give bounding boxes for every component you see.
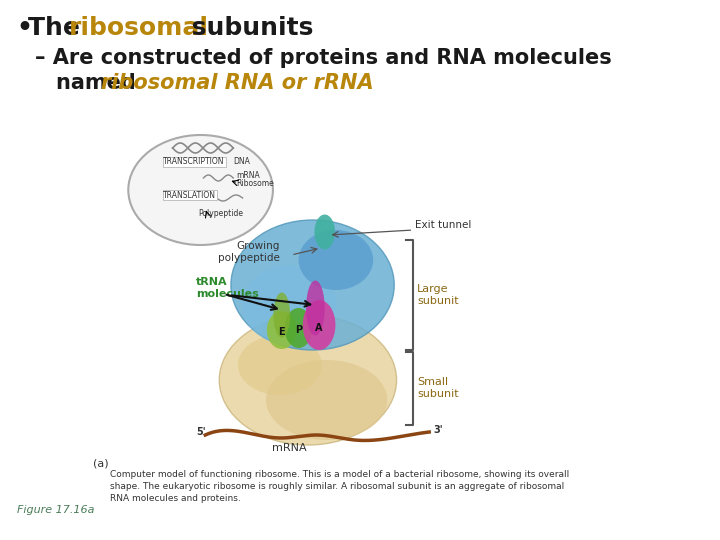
Ellipse shape: [284, 308, 312, 348]
Ellipse shape: [238, 335, 322, 395]
Ellipse shape: [306, 280, 325, 335]
Text: subunits: subunits: [183, 16, 313, 40]
Text: tRNA
molecules: tRNA molecules: [196, 277, 258, 299]
Text: A: A: [315, 323, 323, 333]
Text: Polypeptide: Polypeptide: [198, 208, 243, 218]
Text: ribosomal: ribosomal: [69, 16, 209, 40]
Text: DNA: DNA: [233, 158, 250, 166]
Text: mRNA: mRNA: [236, 171, 260, 179]
Ellipse shape: [128, 135, 273, 245]
Text: mRNA: mRNA: [272, 443, 307, 453]
Text: – Are constructed of proteins and RNA molecules: – Are constructed of proteins and RNA mo…: [35, 48, 612, 68]
Text: ribosomal RNA or rRNA: ribosomal RNA or rRNA: [101, 73, 374, 93]
Ellipse shape: [299, 230, 373, 290]
Text: P: P: [295, 325, 302, 335]
Ellipse shape: [231, 220, 395, 350]
Text: TRANSLATION: TRANSLATION: [163, 191, 216, 199]
Text: Ribosome: Ribosome: [236, 179, 274, 187]
Text: Exit tunnel: Exit tunnel: [415, 220, 472, 230]
Text: The: The: [28, 16, 89, 40]
Text: E: E: [279, 327, 285, 337]
Ellipse shape: [266, 360, 387, 440]
Text: TRANSCRIPTION: TRANSCRIPTION: [163, 158, 225, 166]
Text: Small
subunit: Small subunit: [417, 377, 459, 399]
Ellipse shape: [220, 315, 397, 445]
Text: Figure 17.16a: Figure 17.16a: [17, 505, 94, 515]
Ellipse shape: [267, 311, 297, 349]
Ellipse shape: [243, 265, 336, 345]
Text: Computer model of functioning ribosome. This is a model of a bacterial ribosome,: Computer model of functioning ribosome. …: [110, 470, 570, 503]
Text: Large
subunit: Large subunit: [417, 284, 459, 306]
Text: Growing
polypeptide: Growing polypeptide: [218, 241, 280, 263]
Text: 5': 5': [196, 427, 205, 437]
Ellipse shape: [303, 300, 336, 350]
Text: 3': 3': [433, 425, 444, 435]
Ellipse shape: [274, 293, 290, 338]
Text: (a): (a): [94, 458, 109, 468]
Ellipse shape: [315, 214, 335, 249]
Text: •: •: [17, 16, 33, 40]
Text: named: named: [56, 73, 143, 93]
